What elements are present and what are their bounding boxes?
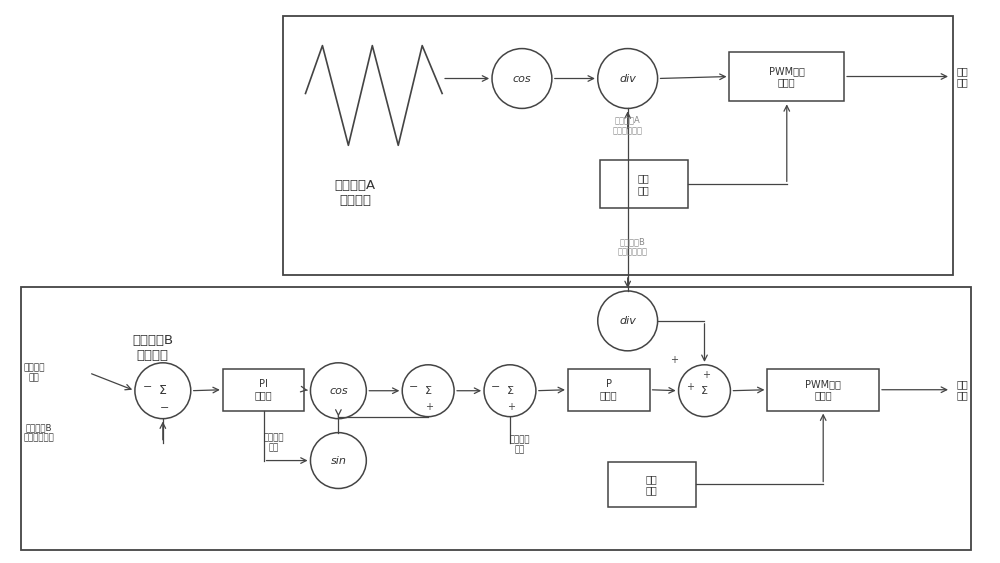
Text: 载波
生成: 载波 生成	[646, 473, 658, 495]
FancyBboxPatch shape	[568, 369, 650, 410]
Circle shape	[679, 365, 730, 417]
Text: 驱动
信号: 驱动 信号	[957, 379, 969, 400]
Text: +: +	[686, 382, 694, 392]
Text: 功率单元B
直流电压采样: 功率单元B 直流电压采样	[23, 423, 54, 443]
Text: −: −	[143, 382, 152, 391]
Text: 功率单元A
直流电压采样: 功率单元A 直流电压采样	[613, 115, 643, 135]
Text: 功率单元A
控制框图: 功率单元A 控制框图	[335, 179, 376, 207]
Text: 直流电压
设定: 直流电压 设定	[23, 363, 45, 382]
Circle shape	[310, 363, 366, 419]
Text: P
控制器: P 控制器	[600, 379, 618, 400]
Text: +: +	[702, 370, 710, 379]
Text: Σ: Σ	[159, 384, 167, 397]
Text: PWM脉冲
生成器: PWM脉冲 生成器	[805, 379, 841, 400]
FancyBboxPatch shape	[21, 287, 971, 551]
Text: +: +	[425, 402, 433, 412]
Text: +: +	[670, 355, 678, 365]
Text: Σ: Σ	[506, 386, 513, 396]
Text: 功率单元B
控制框图: 功率单元B 控制框图	[132, 334, 173, 362]
Circle shape	[135, 363, 191, 419]
Text: div: div	[619, 316, 636, 326]
Circle shape	[492, 48, 552, 109]
Circle shape	[402, 365, 454, 417]
Text: 交流电流
采样: 交流电流 采样	[510, 435, 530, 454]
Text: 功率单元B
直流电压采样: 功率单元B 直流电压采样	[618, 238, 648, 257]
Text: +: +	[507, 402, 515, 412]
FancyBboxPatch shape	[600, 160, 688, 208]
Text: div: div	[619, 74, 636, 83]
Text: Σ: Σ	[425, 386, 432, 396]
FancyBboxPatch shape	[729, 52, 844, 101]
Text: Σ: Σ	[701, 386, 708, 396]
Text: cos: cos	[329, 386, 348, 396]
FancyBboxPatch shape	[767, 369, 879, 410]
Text: 无功电流
设定: 无功电流 设定	[263, 433, 284, 452]
Text: −: −	[160, 403, 169, 413]
FancyBboxPatch shape	[608, 462, 696, 507]
FancyBboxPatch shape	[223, 369, 304, 410]
Text: 驱动
信号: 驱动 信号	[957, 66, 969, 87]
Text: PWM脉冲
生成器: PWM脉冲 生成器	[769, 66, 805, 87]
FancyBboxPatch shape	[283, 16, 953, 275]
Text: sin: sin	[330, 455, 346, 466]
Text: cos: cos	[513, 74, 531, 83]
Text: 载波
生成: 载波 生成	[638, 173, 650, 195]
Circle shape	[484, 365, 536, 417]
Circle shape	[598, 291, 658, 351]
Circle shape	[598, 48, 658, 109]
Text: PI
控制器: PI 控制器	[255, 379, 272, 400]
Text: −: −	[491, 382, 500, 392]
Text: −: −	[409, 382, 419, 392]
Circle shape	[310, 432, 366, 489]
